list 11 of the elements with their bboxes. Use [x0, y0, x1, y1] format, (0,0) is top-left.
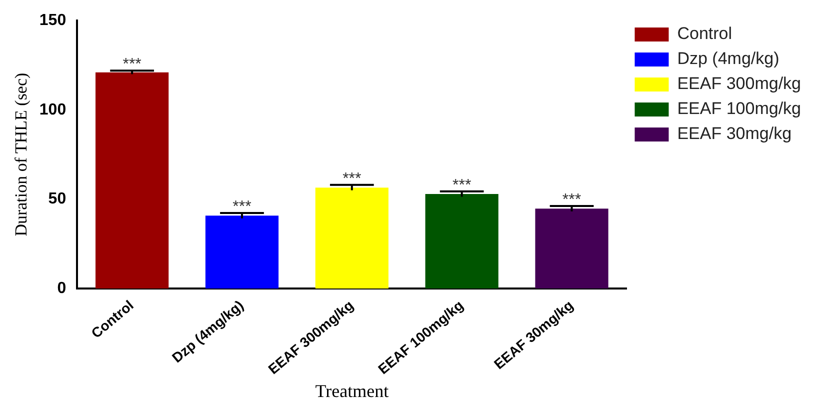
x-axis-title: Treatment [315, 380, 389, 401]
legend-label: EEAF 300mg/kg [677, 74, 801, 94]
y-tick-label: 150 [39, 12, 66, 30]
legend-label: Control [677, 24, 732, 44]
y-tick-label: 0 [57, 280, 66, 297]
legend-label: EEAF 30mg/kg [677, 124, 792, 144]
y-axis-title: Duration of THLE (sec) [12, 72, 31, 236]
legend-label: EEAF 100mg/kg [677, 99, 801, 118]
y-tick-label: 100 [39, 101, 66, 118]
y-tick-label: 50 [48, 190, 66, 208]
legend-label: Dzp (4mg/kg) [677, 49, 780, 68]
